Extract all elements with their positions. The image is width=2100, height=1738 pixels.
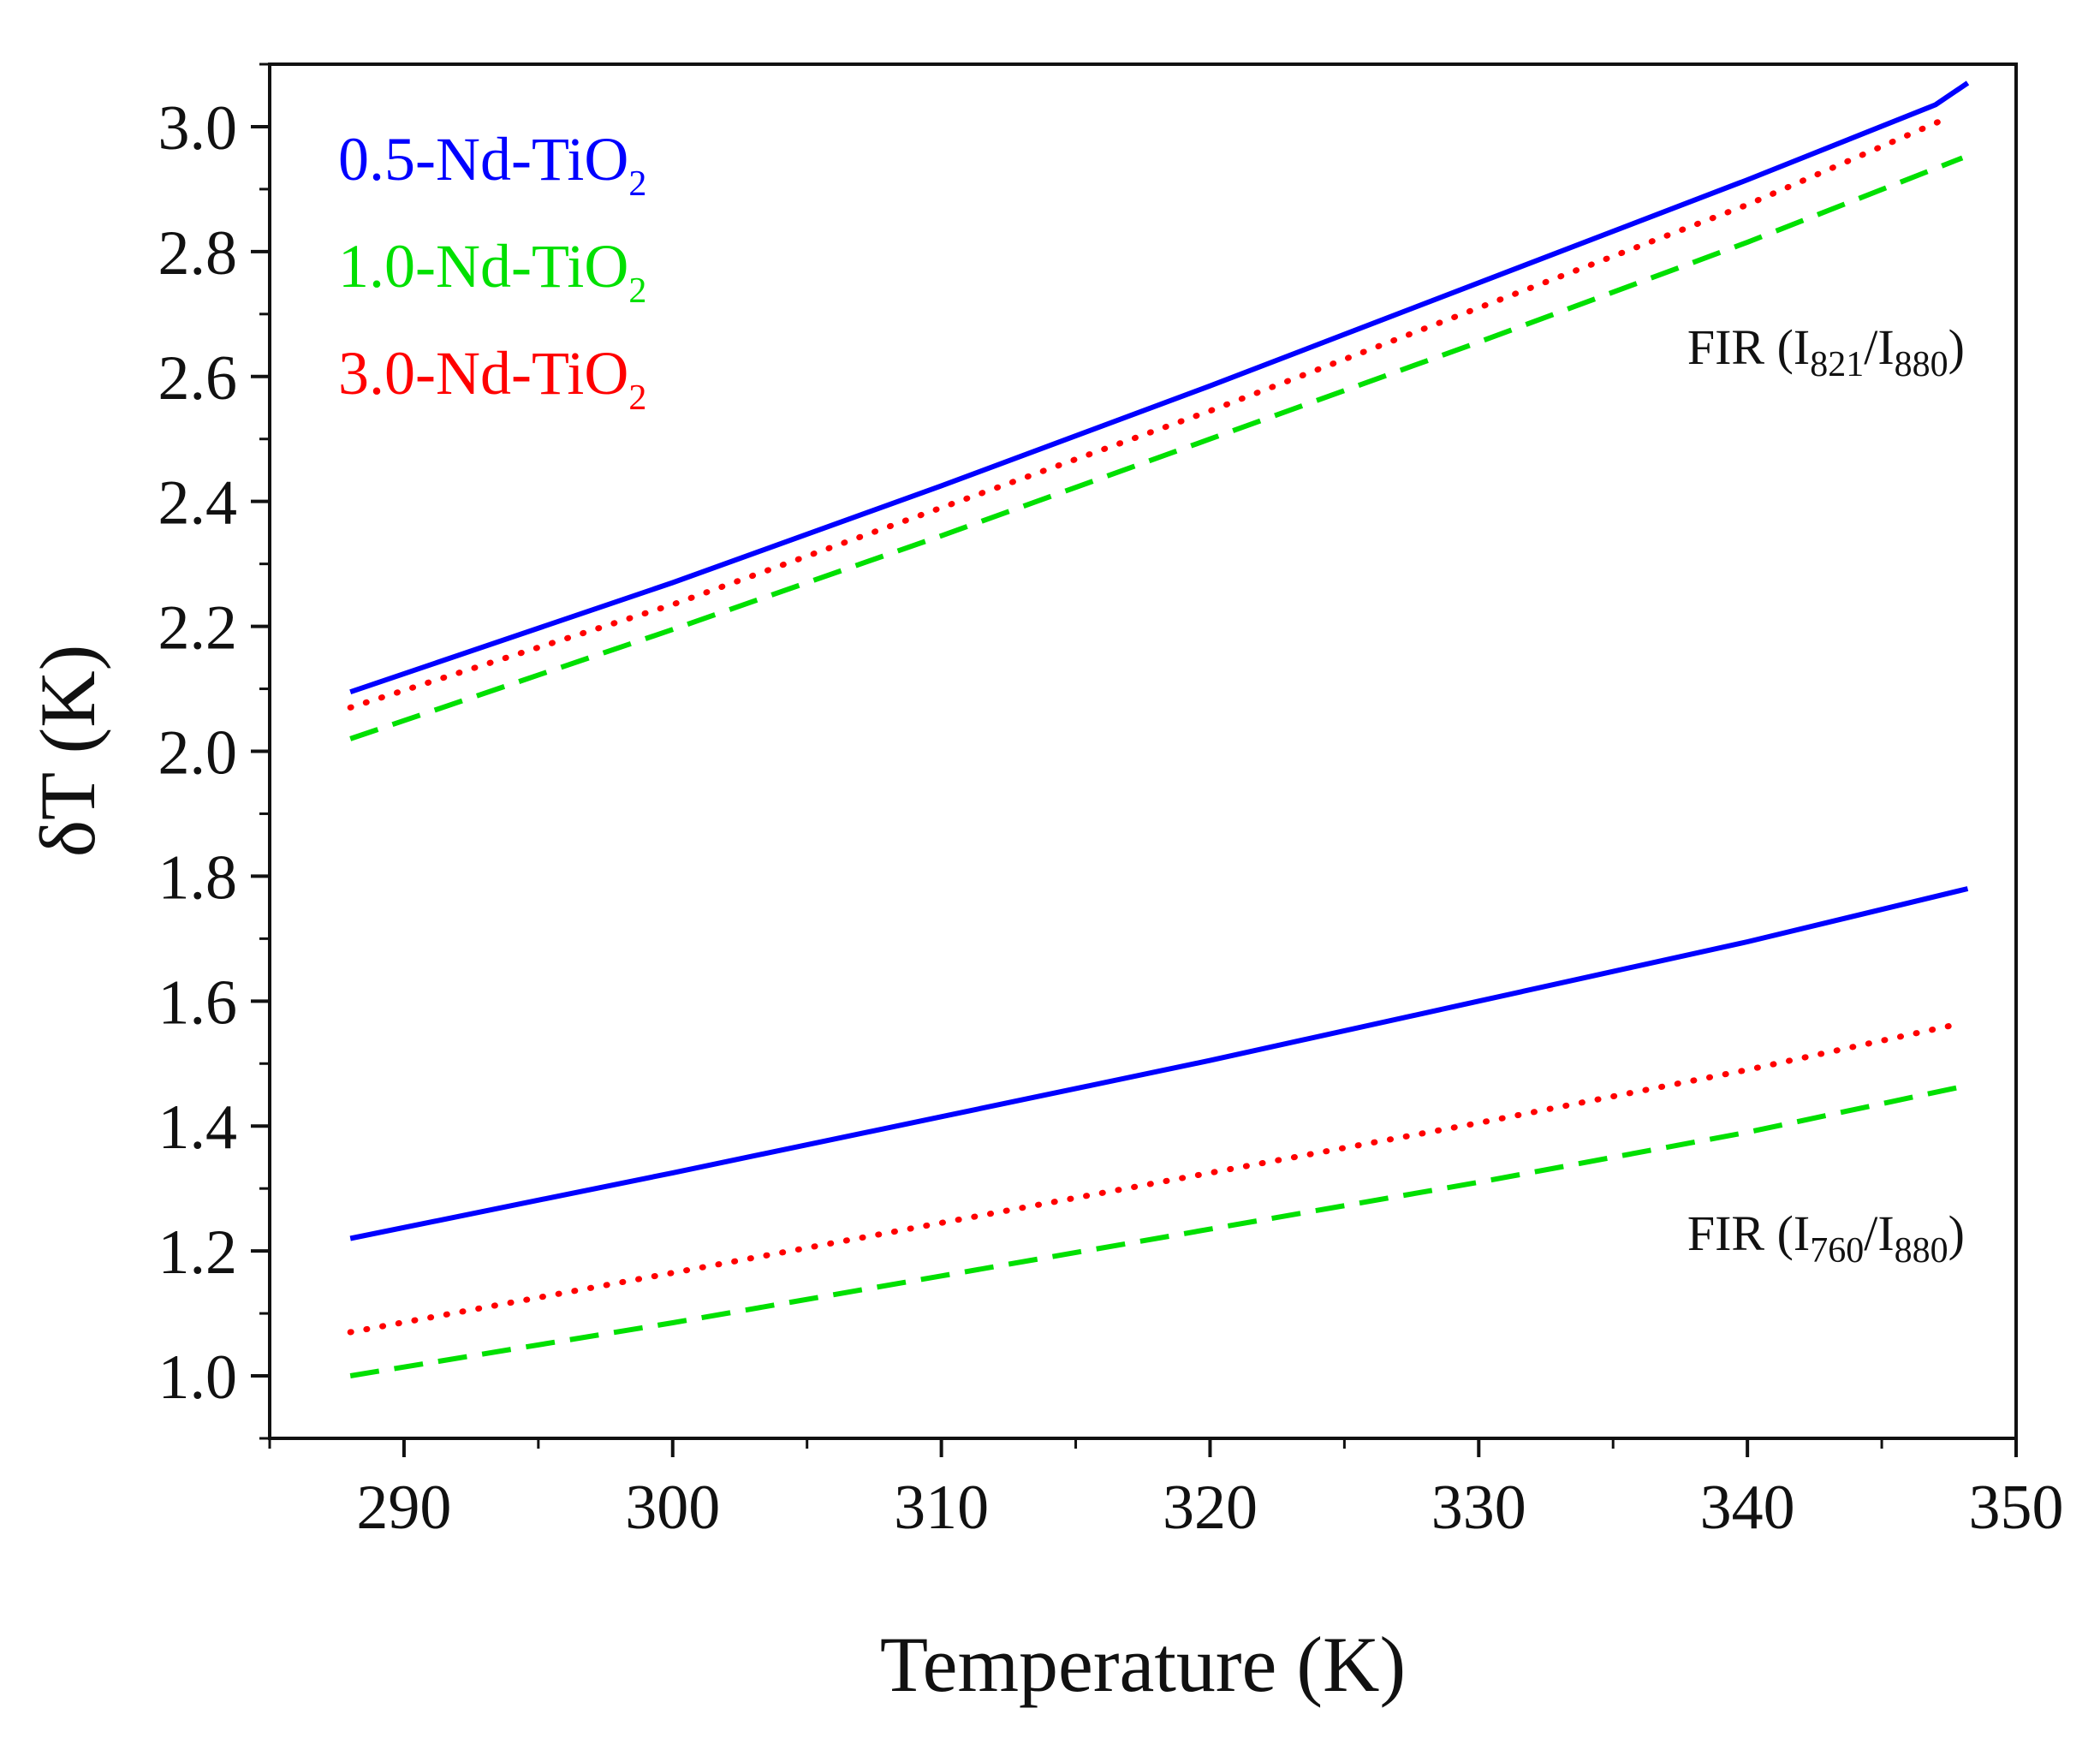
legend-entry-2-subscript: 2 xyxy=(628,378,646,418)
annotation-lower: FIR (I760/I880) xyxy=(1687,1205,1965,1271)
annotation-upper-tail: ) xyxy=(1948,319,1965,375)
legend-entry-2: 3.0-Nd-TiO2 xyxy=(338,339,646,418)
series-line-upper-1 xyxy=(347,114,1952,711)
x-tick-label: 300 xyxy=(625,1473,720,1543)
x-axis-title: Temperature (K) xyxy=(880,1621,1406,1708)
series-layer xyxy=(347,80,1970,1378)
legend: 0.5-Nd-TiO2 1.0-Nd-TiO2 3.0-Nd-TiO2 xyxy=(338,125,646,418)
y-tick-label: 2.6 xyxy=(158,343,238,414)
legend-entry-1: 1.0-Nd-TiO2 xyxy=(338,232,646,311)
y-tick-label: 1.0 xyxy=(158,1342,238,1413)
annotation-upper: FIR (I821/I880) xyxy=(1687,319,1965,384)
y-tick-label: 2.4 xyxy=(158,468,238,539)
legend-entry-1-label: 1.0-Nd-TiO xyxy=(338,232,628,301)
series-line-upper-2 xyxy=(349,155,1964,741)
annotation-upper-main: FIR (I xyxy=(1687,319,1810,375)
x-tick-label: 320 xyxy=(1163,1473,1258,1543)
annotation-upper-sub2: 880 xyxy=(1895,345,1948,384)
annotation-lower-tail: ) xyxy=(1948,1205,1965,1261)
legend-entry-1-subscript: 2 xyxy=(628,271,646,311)
y-tick-label: 2.8 xyxy=(158,218,238,289)
y-tick-label: 2.2 xyxy=(158,593,238,664)
y-tick-label: 3.0 xyxy=(158,93,238,164)
annotation-lower-sub2: 880 xyxy=(1895,1231,1948,1271)
annotation-upper-sub1: 821 xyxy=(1810,345,1864,384)
legend-entry-0-label: 0.5-Nd-TiO xyxy=(338,125,628,193)
series-line-lower-5 xyxy=(349,1082,1969,1378)
x-tick-label: 330 xyxy=(1431,1473,1526,1543)
series-line-lower-4 xyxy=(347,1023,1952,1336)
x-axis-ticks: 290 300 310 320 330 340 350 xyxy=(268,1438,2064,1543)
x-tick-label: 290 xyxy=(356,1473,451,1543)
x-tick-label: 340 xyxy=(1700,1473,1795,1543)
legend-entry-0: 0.5-Nd-TiO2 xyxy=(338,125,646,204)
annotation-lower-mid: /I xyxy=(1864,1205,1894,1261)
legend-entry-2-label: 3.0-Nd-TiO xyxy=(338,339,628,408)
y-axis-ticks: 1.0 1.2 1.4 1.6 1.8 2.0 2.2 2.4 2.6 2.8 3.0 xyxy=(158,62,270,1440)
y-tick-label: 2.0 xyxy=(158,718,238,789)
series-line-lower-3 xyxy=(349,886,1969,1241)
y-axis-title: δT (K) xyxy=(24,645,111,858)
x-tick-label: 310 xyxy=(894,1473,989,1543)
y-tick-label: 1.4 xyxy=(158,1092,238,1163)
annotation-upper-mid: /I xyxy=(1864,319,1894,375)
x-tick-label: 350 xyxy=(1969,1473,2064,1543)
y-tick-label: 1.6 xyxy=(158,967,238,1038)
legend-entry-0-subscript: 2 xyxy=(628,164,646,204)
y-tick-label: 1.8 xyxy=(158,842,238,913)
series-line-upper-0 xyxy=(349,80,1970,695)
annotation-lower-main: FIR (I xyxy=(1687,1205,1810,1261)
annotation-lower-sub1: 760 xyxy=(1810,1231,1864,1271)
y-tick-label: 1.2 xyxy=(158,1217,238,1288)
